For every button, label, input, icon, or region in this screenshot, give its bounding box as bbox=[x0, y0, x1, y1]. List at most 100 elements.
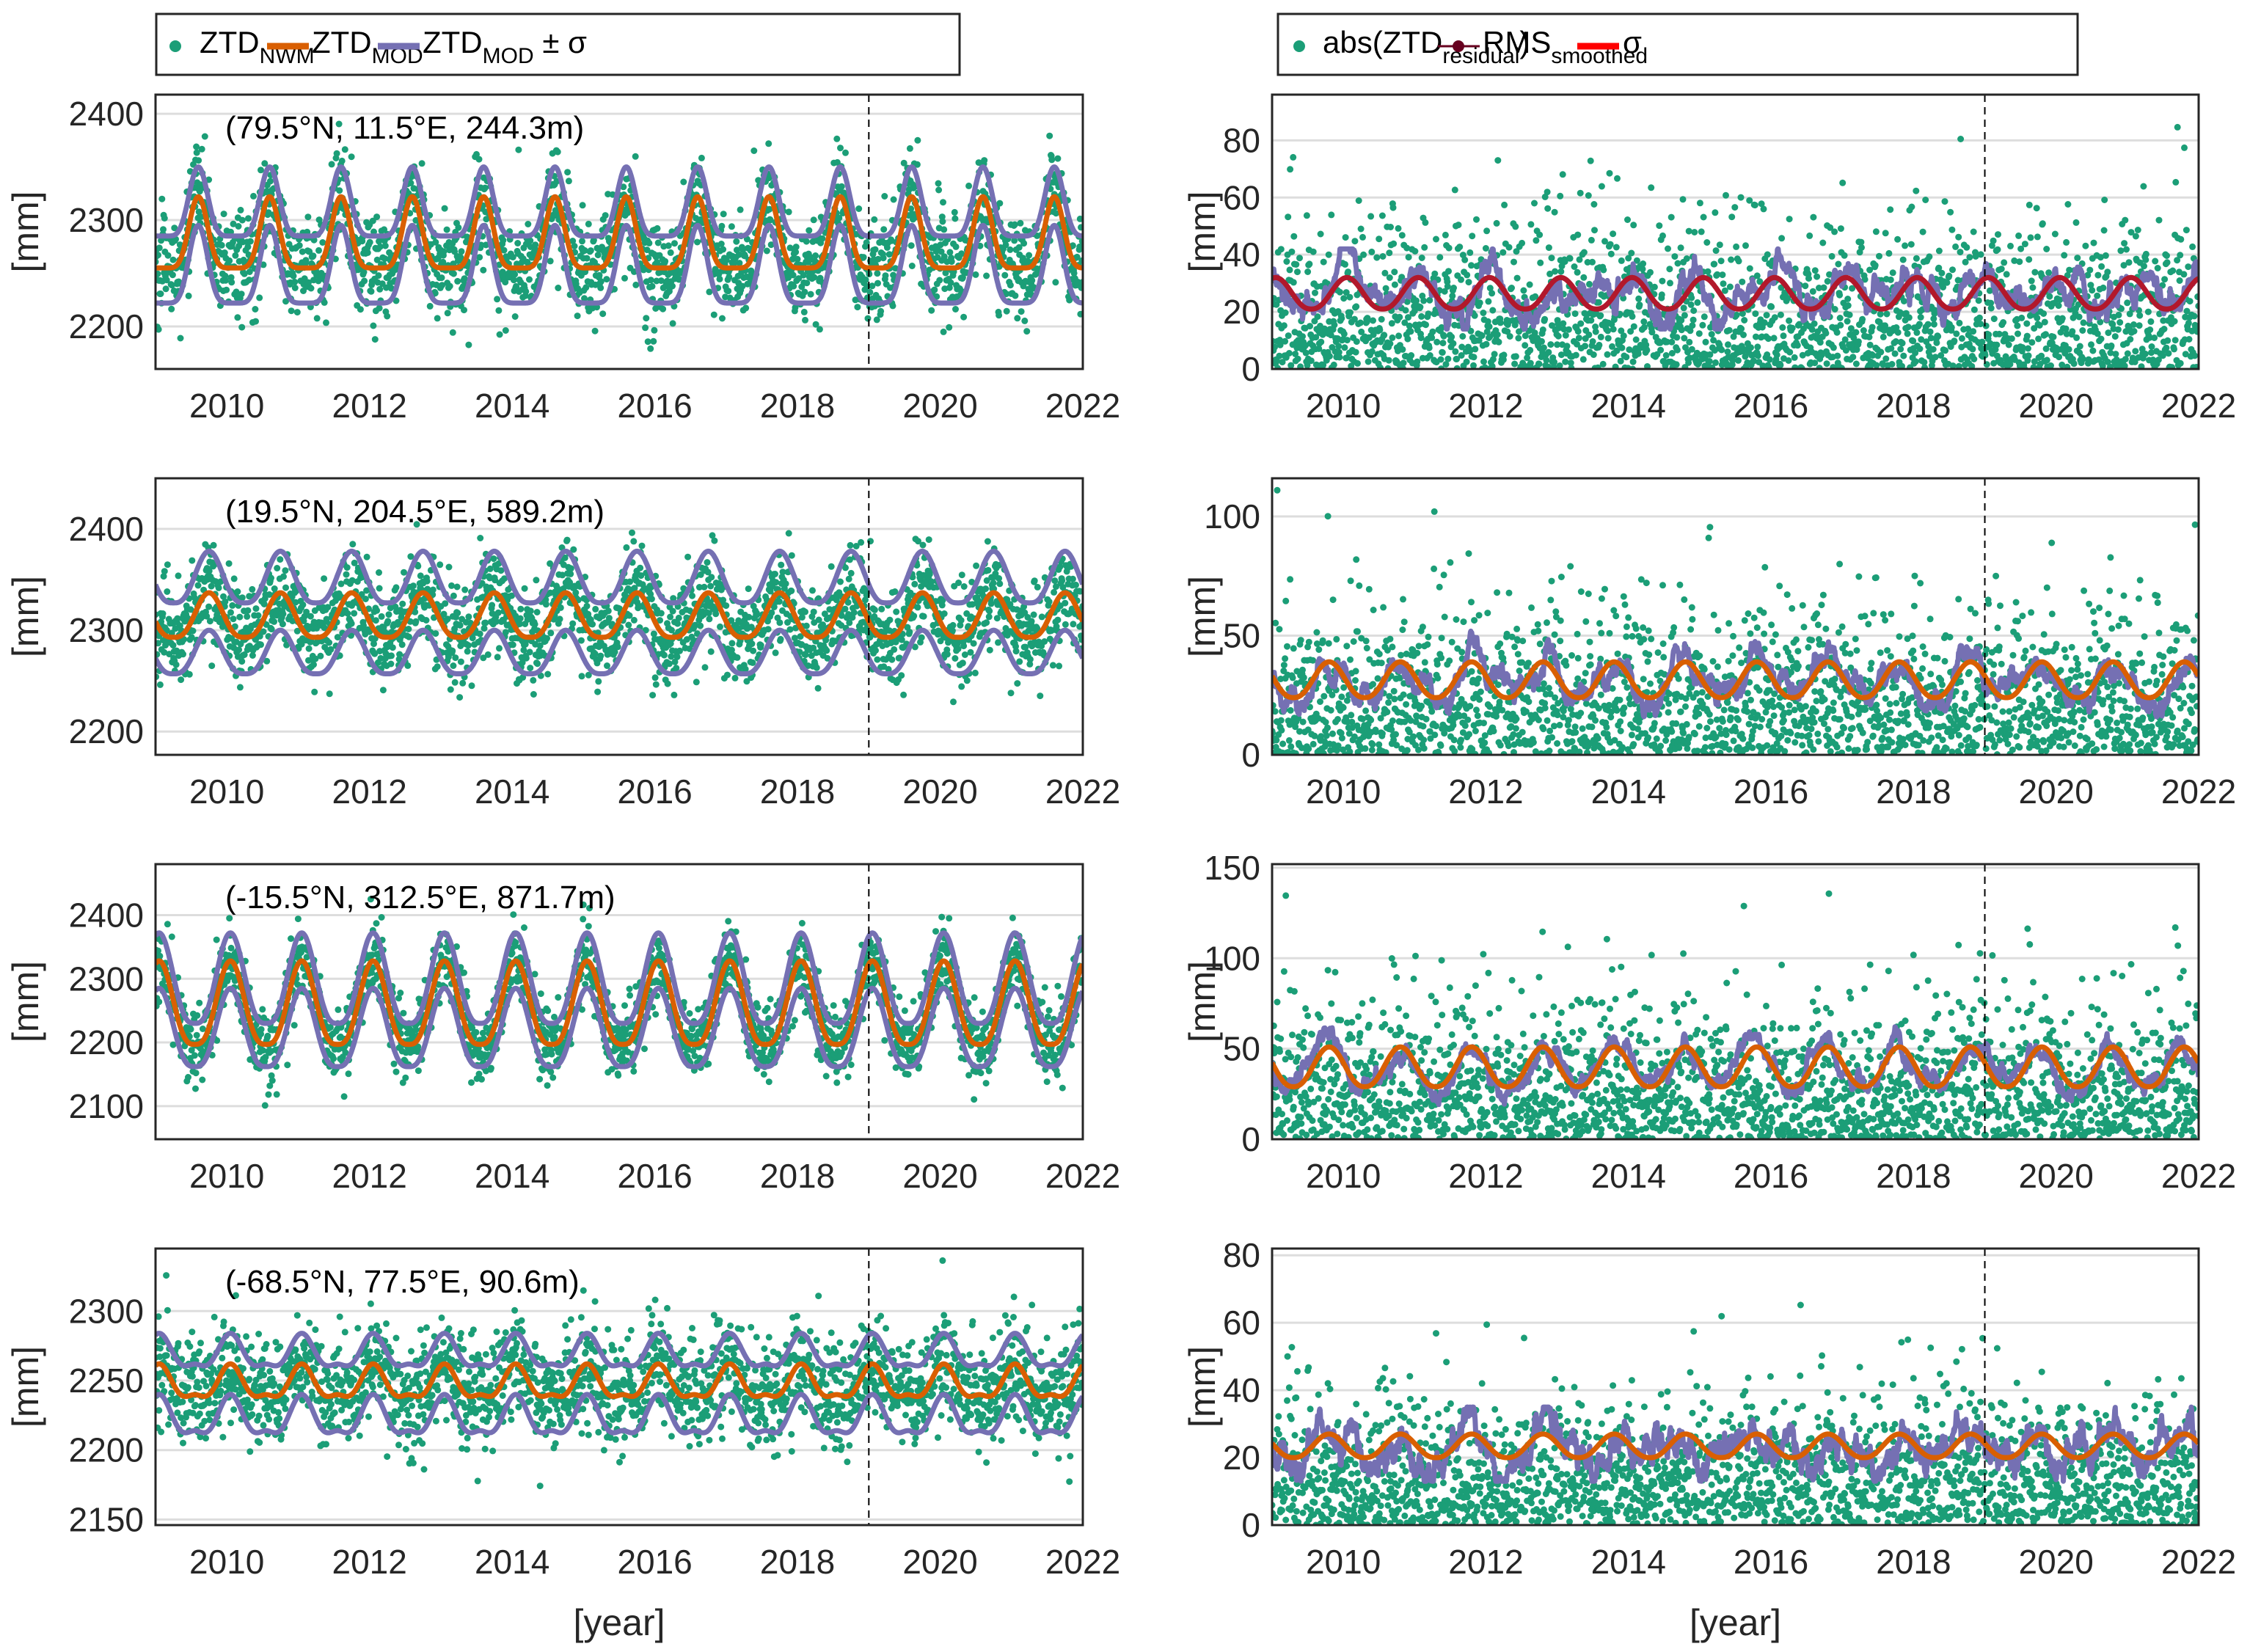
data-point bbox=[274, 565, 281, 571]
data-point bbox=[1993, 341, 2001, 348]
data-point bbox=[2124, 350, 2131, 357]
data-point bbox=[1668, 213, 1675, 221]
data-point bbox=[948, 258, 955, 266]
data-point bbox=[1413, 297, 1420, 304]
data-point bbox=[1628, 249, 1635, 257]
data-point bbox=[1902, 242, 1909, 249]
data-point bbox=[569, 238, 577, 244]
data-point bbox=[1773, 351, 1780, 359]
data-point bbox=[1359, 233, 1366, 241]
data-point bbox=[1459, 333, 1466, 340]
data-point bbox=[344, 610, 351, 617]
data-point bbox=[1390, 240, 1398, 247]
y-tick-label: 60 bbox=[1223, 178, 1260, 216]
data-point bbox=[1933, 339, 1940, 346]
legend-sigma-label: σ bbox=[1623, 25, 1642, 59]
data-point bbox=[958, 250, 965, 257]
data-point bbox=[642, 324, 649, 332]
data-point bbox=[1651, 283, 1658, 290]
data-point bbox=[2033, 205, 2040, 212]
data-point bbox=[2100, 227, 2108, 234]
data-point bbox=[1445, 268, 1452, 275]
data-point bbox=[1395, 224, 1402, 232]
data-point bbox=[1508, 285, 1515, 291]
data-point bbox=[526, 276, 533, 283]
data-point bbox=[2056, 354, 2063, 361]
data-point bbox=[201, 133, 208, 140]
data-point bbox=[2101, 197, 2108, 203]
data-point bbox=[1647, 268, 1654, 276]
data-point bbox=[220, 211, 227, 218]
data-point bbox=[811, 274, 818, 281]
data-point bbox=[890, 196, 897, 203]
data-point bbox=[1589, 338, 1596, 345]
data-point bbox=[1990, 237, 1997, 244]
data-point bbox=[1610, 230, 1617, 238]
data-point bbox=[1592, 328, 1599, 335]
x-tick-label: 2020 bbox=[902, 387, 977, 425]
data-point bbox=[871, 216, 878, 223]
data-point bbox=[873, 316, 880, 324]
data-point bbox=[1054, 155, 1062, 162]
data-point bbox=[1598, 183, 1605, 190]
model-line bbox=[156, 194, 1083, 271]
data-point bbox=[1386, 274, 1393, 281]
data-point bbox=[1696, 200, 1703, 207]
data-point bbox=[1425, 310, 1432, 318]
data-point bbox=[1425, 344, 1433, 351]
data-point bbox=[230, 220, 237, 227]
data-point bbox=[1785, 357, 1792, 364]
data-point bbox=[1699, 321, 1706, 329]
data-point bbox=[341, 146, 348, 153]
data-point bbox=[2094, 292, 2101, 299]
data-point bbox=[338, 157, 346, 164]
data-point bbox=[1585, 192, 1592, 199]
data-point bbox=[2165, 350, 2172, 357]
data-point bbox=[2039, 220, 2046, 227]
data-point bbox=[1562, 358, 1569, 365]
data-point bbox=[2076, 343, 2083, 350]
data-point bbox=[863, 239, 870, 246]
data-point bbox=[582, 284, 590, 291]
data-point bbox=[1285, 332, 1292, 340]
data-point bbox=[502, 279, 509, 286]
data-point bbox=[1876, 252, 1882, 260]
y-axis-label: [mm] bbox=[1182, 191, 1223, 272]
data-point bbox=[465, 341, 472, 348]
data-point bbox=[1673, 334, 1681, 341]
data-point bbox=[1607, 250, 1615, 257]
data-point bbox=[1318, 338, 1325, 346]
data-point bbox=[1668, 338, 1676, 346]
data-point bbox=[996, 200, 1004, 207]
data-point bbox=[279, 621, 286, 628]
data-point bbox=[311, 688, 318, 695]
data-point bbox=[972, 271, 979, 278]
data-point bbox=[227, 609, 234, 616]
data-point bbox=[1283, 258, 1290, 265]
data-point bbox=[581, 246, 588, 254]
data-point bbox=[2112, 351, 2119, 358]
data-point bbox=[351, 610, 358, 617]
data-point bbox=[1491, 351, 1498, 358]
data-point bbox=[555, 285, 562, 291]
data-point bbox=[650, 337, 657, 345]
data-point bbox=[1789, 324, 1796, 332]
data-point bbox=[158, 195, 166, 202]
data-point bbox=[1069, 242, 1076, 249]
data-point bbox=[2097, 335, 2105, 343]
data-point bbox=[1582, 343, 1589, 350]
data-point bbox=[1368, 248, 1376, 255]
data-point bbox=[2000, 319, 2007, 326]
data-point bbox=[742, 304, 750, 312]
data-point bbox=[1515, 335, 1522, 342]
data-point bbox=[1844, 296, 1852, 302]
data-point bbox=[653, 277, 660, 285]
data-point bbox=[2016, 258, 2023, 266]
data-point bbox=[1894, 329, 1902, 336]
data-point bbox=[326, 690, 333, 698]
y-axis-label: [mm] bbox=[5, 191, 46, 272]
data-point bbox=[1531, 200, 1538, 207]
data-point bbox=[1604, 351, 1611, 358]
x-tick-label: 2014 bbox=[1591, 387, 1666, 425]
